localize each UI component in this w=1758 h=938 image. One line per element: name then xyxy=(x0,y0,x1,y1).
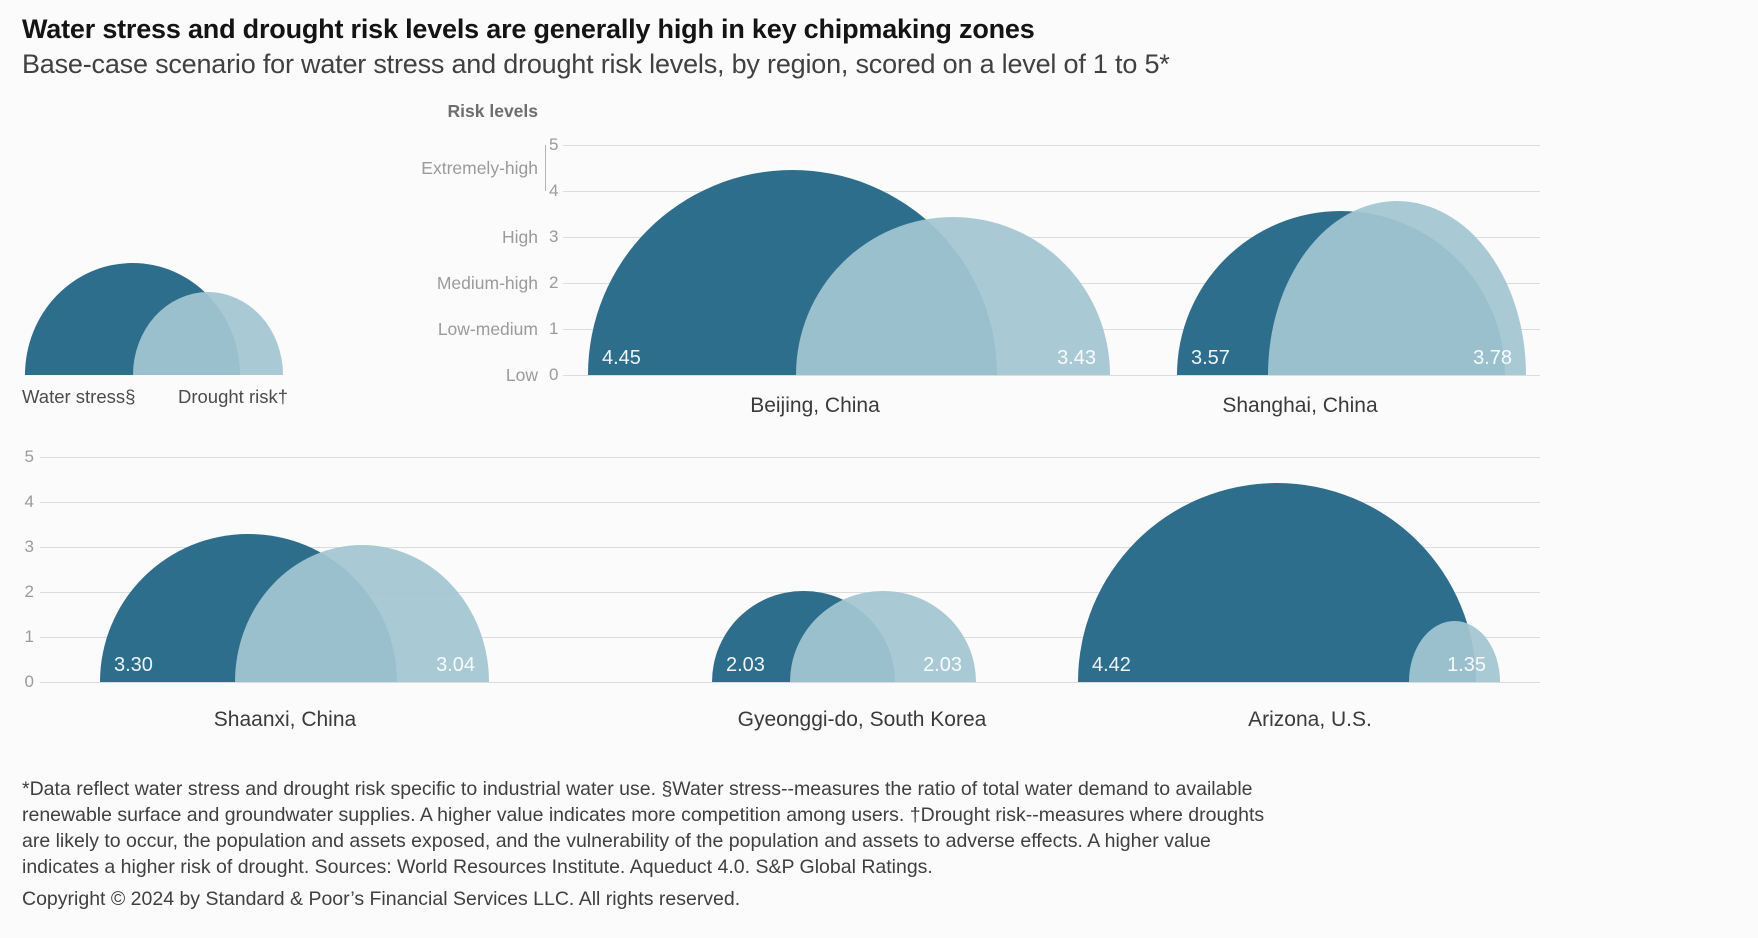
drought-risk-value-label: 1.35 xyxy=(1447,654,1486,676)
region-label: Shanghai, China xyxy=(1222,394,1378,417)
y-axis-tick-label: 1 xyxy=(549,319,559,338)
drought-risk-value-label: 3.43 xyxy=(1057,347,1096,369)
gridline xyxy=(40,682,1540,683)
y-axis-tick-label: 3 xyxy=(549,227,559,246)
y-axis-tick-label: 2 xyxy=(24,582,34,601)
footnote-block: *Data reflect water stress and drought r… xyxy=(22,776,1362,912)
risk-level-name: High xyxy=(502,227,538,247)
footnote-line-1: *Data reflect water stress and drought r… xyxy=(22,778,1253,800)
y-axis-tick-label: 0 xyxy=(549,365,559,384)
region-label: Arizona, U.S. xyxy=(1248,708,1372,731)
y-axis-tick-label: 1 xyxy=(24,627,34,646)
gridline xyxy=(563,145,1540,146)
risk-level-name: Low-medium xyxy=(437,319,538,339)
water-stress-value-label: 2.03 xyxy=(726,654,765,676)
footnote-line-4: indicates a higher risk of drought. Sour… xyxy=(22,856,933,878)
legend-water-stress-label: Water stress§ xyxy=(22,386,136,407)
copyright-text: Copyright © 2024 by Standard & Poor’s Fi… xyxy=(22,888,741,910)
extremely-high-bracket-line xyxy=(545,145,546,191)
water-stress-value-label: 3.57 xyxy=(1191,347,1230,369)
legend-drought-risk-label: Drought risk† xyxy=(178,386,289,407)
gridline xyxy=(563,191,1540,192)
risk-level-name: Medium-high xyxy=(436,273,538,293)
y-axis-tick-label: 0 xyxy=(24,672,34,691)
gridline xyxy=(563,237,1540,238)
chart-subtitle: Base-case scenario for water stress and … xyxy=(22,49,1170,79)
region-label: Gyeonggi-do, South Korea xyxy=(737,708,987,731)
gridline xyxy=(40,547,1540,548)
gridline xyxy=(40,502,1540,503)
risk-level-name: Low xyxy=(505,365,538,385)
water-stress-value-label: 3.30 xyxy=(114,654,153,676)
drought-risk-value-label: 2.03 xyxy=(923,654,962,676)
y-axis-tick-label: 2 xyxy=(549,273,559,292)
water-stress-value-label: 4.45 xyxy=(602,347,641,369)
gridline xyxy=(40,457,1540,458)
y-axis-tick-label: 5 xyxy=(549,135,559,154)
y-axis-tick-label: 4 xyxy=(549,181,559,200)
y-axis-tick-label: 3 xyxy=(24,537,34,556)
drought-risk-value-label: 3.04 xyxy=(436,654,475,676)
y-axis-title: Risk levels xyxy=(447,101,538,121)
y-axis-tick-label: 4 xyxy=(24,492,34,511)
drought-risk-value-label: 3.78 xyxy=(1473,347,1512,369)
risk-level-name: Extremely-high xyxy=(421,158,538,178)
gridline xyxy=(563,375,1540,376)
chart-title: Water stress and drought risk levels are… xyxy=(22,14,1035,44)
footnote-line-2: renewable surface and groundwater suppli… xyxy=(22,804,1265,826)
footnote-line-3: are likely to occur, the population and … xyxy=(22,830,1211,852)
region-label: Shaanxi, China xyxy=(213,708,357,731)
y-axis-tick-label: 5 xyxy=(24,447,34,466)
region-label: Beijing, China xyxy=(750,394,880,417)
water-stress-value-label: 4.42 xyxy=(1092,654,1131,676)
